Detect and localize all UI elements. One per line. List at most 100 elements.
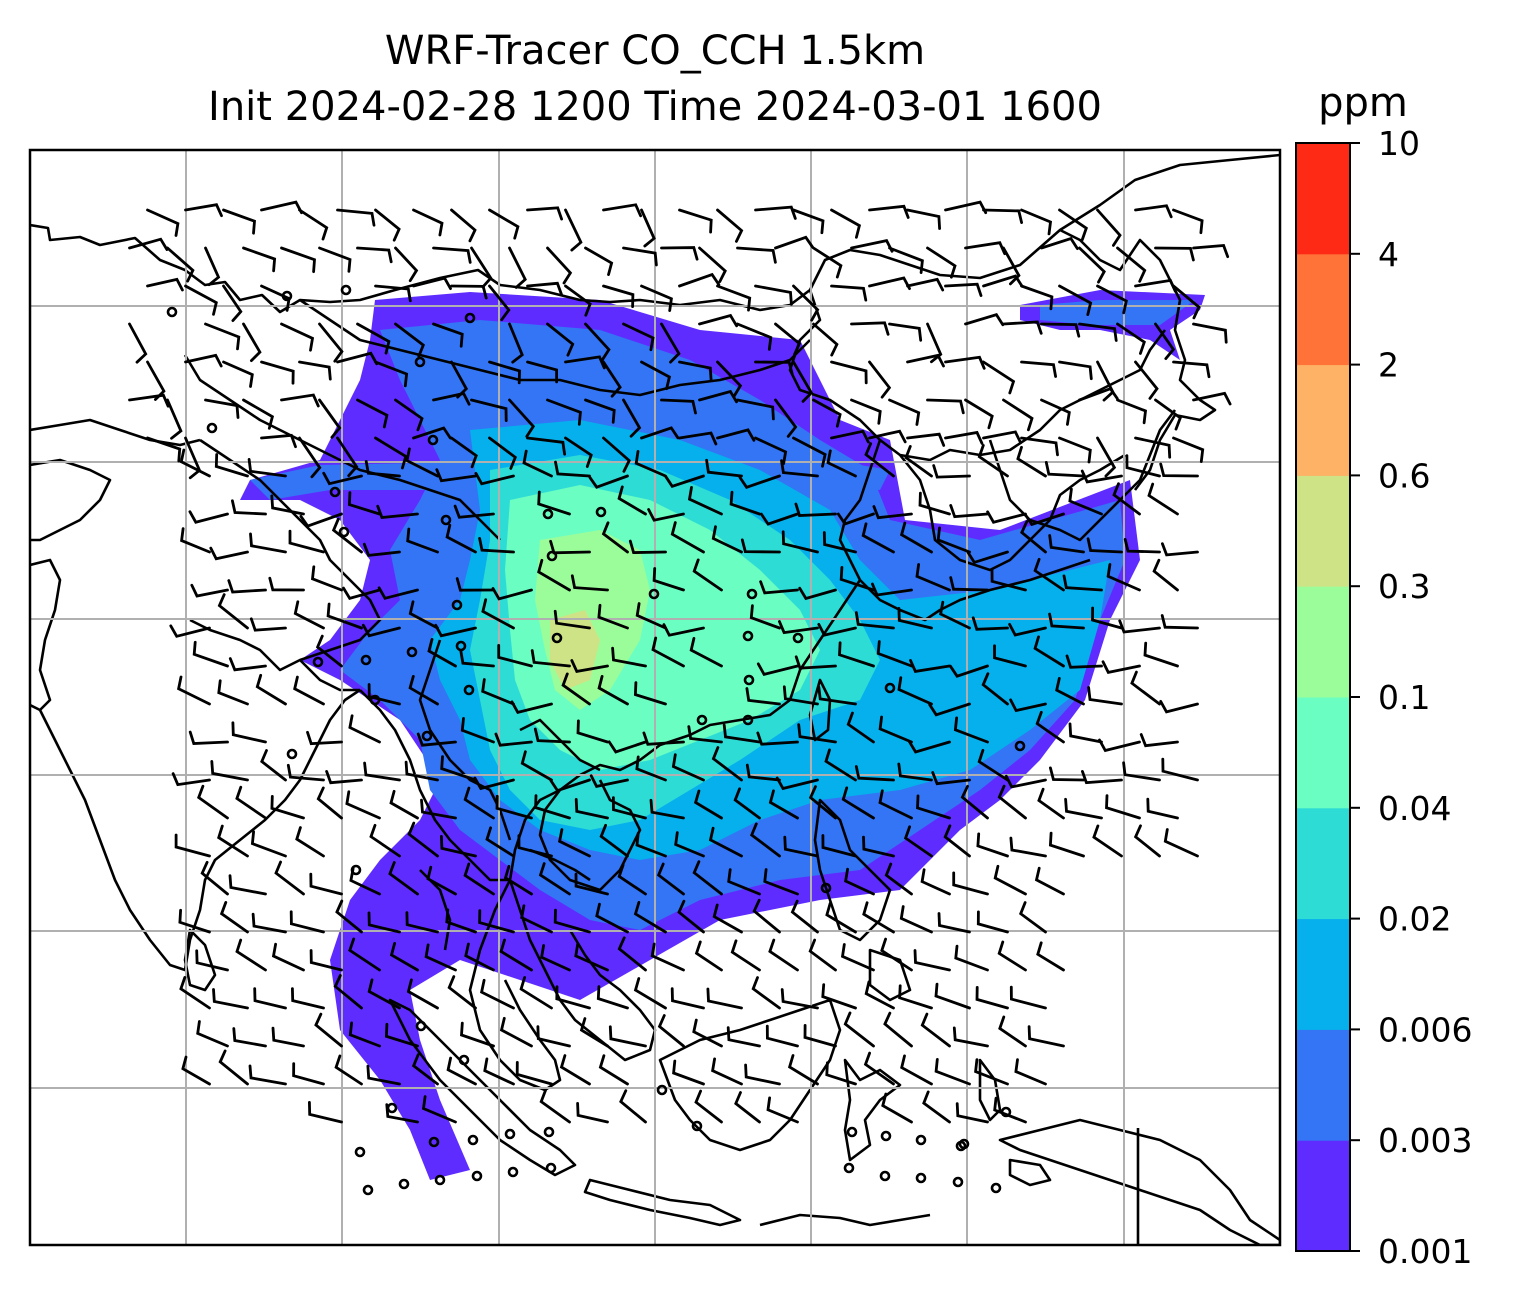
- wind-barb: [420, 798, 457, 820]
- wind-barb: [1049, 766, 1085, 782]
- wind-barb: [602, 436, 631, 473]
- wind-barb: [722, 723, 761, 744]
- calm-wind-circle: [691, 1120, 703, 1132]
- wind-barb: [564, 355, 606, 370]
- wind-barb: [656, 862, 685, 896]
- wind-barb: [570, 659, 609, 673]
- wind-barb: [1172, 284, 1201, 320]
- wind-barb: [1078, 387, 1119, 402]
- calm-wind-circle: [340, 284, 352, 296]
- calm-wind-circle: [386, 1102, 398, 1114]
- wind-barb: [944, 282, 983, 297]
- wind-barb: [915, 563, 951, 592]
- wind-barb: [729, 490, 761, 516]
- wind-barb: [306, 730, 343, 746]
- wind-barb: [367, 911, 401, 934]
- wind-barb: [1044, 461, 1085, 478]
- wind-barb: [649, 798, 685, 820]
- calm-wind-circle: [696, 714, 708, 726]
- wind-barb: [445, 523, 477, 554]
- wind-barb: [128, 393, 170, 408]
- wind-barb: [1020, 284, 1054, 311]
- colorbar-tick-label: 0.02: [1378, 900, 1451, 939]
- wind-barb: [997, 940, 1027, 972]
- wind-barb: [790, 899, 819, 934]
- calm-wind-circle: [458, 1054, 470, 1066]
- wind-barb: [463, 862, 495, 896]
- wind-barb: [405, 447, 439, 478]
- wind-barb: [361, 623, 401, 638]
- calm-wind-circle: [545, 1162, 557, 1174]
- wind-barb: [1020, 520, 1047, 554]
- calm-wind-circle: [362, 1184, 374, 1196]
- wind-barb: [670, 987, 705, 1010]
- wind-barb: [922, 1090, 951, 1124]
- wind-barb: [314, 1012, 343, 1048]
- wind-barb: [286, 763, 325, 782]
- wind-barb: [483, 1057, 515, 1086]
- wind-barb: [792, 208, 825, 235]
- calm-wind-circle: [1000, 1106, 1012, 1118]
- wind-barb: [411, 1053, 439, 1086]
- wind-barb: [416, 732, 457, 747]
- wind-barb: [934, 982, 971, 1010]
- wind-barb: [298, 208, 329, 241]
- wind-barb: [374, 284, 412, 303]
- wind-barb: [388, 861, 419, 896]
- colorbar-tick-label: 4: [1378, 235, 1399, 274]
- wind-barb: [611, 646, 647, 668]
- wind-barb: [298, 360, 332, 381]
- wind-barb: [708, 826, 743, 858]
- calm-wind-circles: [166, 284, 1026, 1196]
- wind-barb: [345, 790, 381, 820]
- wind-barb: [1008, 623, 1047, 637]
- wind-barb: [421, 1095, 457, 1124]
- wind-barb: [1134, 204, 1173, 219]
- calm-wind-circle: [746, 588, 758, 600]
- wind-barb: [888, 398, 921, 426]
- wind-barb: [1080, 469, 1123, 484]
- wind-barb: [1139, 733, 1179, 748]
- wind-barb: [450, 208, 477, 243]
- wind-barb: [190, 583, 229, 598]
- wind-barb: [336, 208, 376, 227]
- wind-barb: [310, 565, 343, 592]
- wind-barb: [1068, 722, 1103, 744]
- wind-barb: [612, 796, 647, 820]
- wind-barb: [470, 398, 508, 422]
- wind-barb: [730, 939, 761, 972]
- wind-barb: [553, 609, 591, 630]
- wind-barb: [1040, 236, 1079, 250]
- wind-barb: [716, 360, 743, 398]
- calm-wind-circle: [648, 588, 660, 600]
- wind-barb: [432, 246, 472, 264]
- wind-barb: [745, 763, 781, 782]
- wind-barb: [899, 521, 933, 554]
- wind-barb: [315, 634, 343, 668]
- wind-barb: [745, 687, 781, 706]
- wind-barb: [1040, 322, 1081, 338]
- wind-barb: [775, 776, 819, 791]
- wind-barb: [949, 504, 989, 519]
- wind-barb: [830, 429, 870, 444]
- wind-barb: [1123, 538, 1161, 554]
- wind-barb: [1154, 246, 1195, 262]
- wind-barb: [260, 749, 287, 782]
- wind-barb: [249, 532, 287, 554]
- wind-barb: [336, 436, 359, 478]
- wind-barb: [374, 436, 408, 470]
- wind-barb: [871, 582, 913, 597]
- calm-wind-circle: [879, 1170, 891, 1182]
- coastline-china-east: [788, 289, 1167, 462]
- wind-barb: [356, 322, 391, 355]
- wind-barb: [904, 445, 933, 478]
- wind-barb: [497, 644, 533, 668]
- wind-barb: [574, 872, 609, 896]
- wind-barb: [602, 360, 622, 398]
- wind-barb: [830, 284, 868, 302]
- wind-barb: [534, 794, 571, 820]
- wind-barb: [166, 398, 183, 440]
- wind-barb: [522, 449, 553, 478]
- wind-barb: [647, 508, 685, 522]
